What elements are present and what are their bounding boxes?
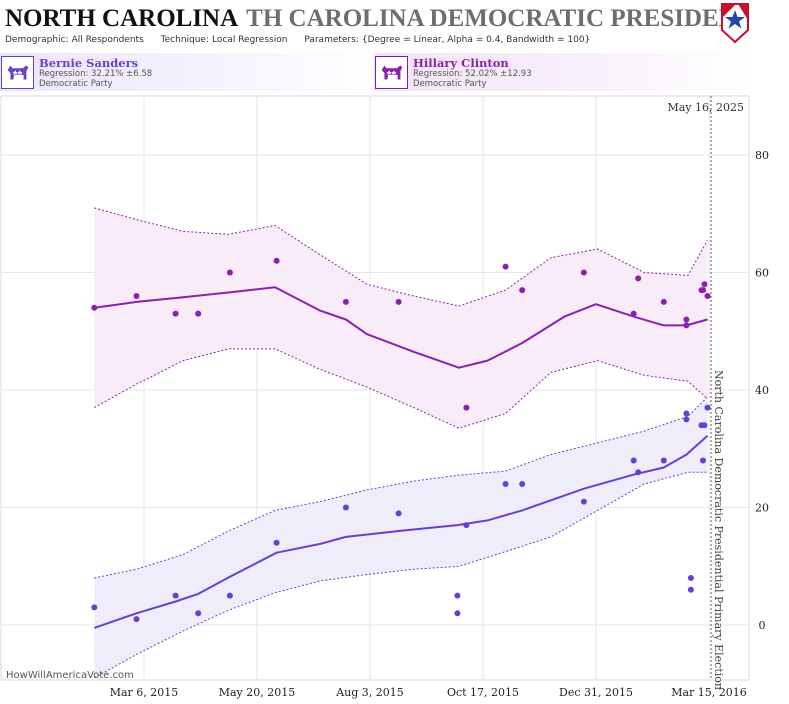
sanders-poll-point bbox=[704, 404, 711, 411]
sanders-poll-point bbox=[502, 481, 509, 487]
sanders-poll-point bbox=[630, 457, 637, 464]
sanders-poll-point bbox=[519, 481, 526, 487]
sanders-poll-point bbox=[660, 457, 667, 464]
clinton-poll-point bbox=[701, 281, 708, 288]
clinton-poll-point bbox=[630, 310, 637, 317]
demographic-label: Demographic: bbox=[5, 35, 69, 45]
sanders-confidence-band bbox=[94, 397, 708, 678]
x-tick-label: Mar 15, 2016 bbox=[671, 686, 747, 699]
sanders-poll-point bbox=[683, 416, 690, 423]
x-axis-ticks: Mar 6, 2015 May 20, 2015 Aug 3, 2015 Oct 17… bbox=[110, 686, 747, 699]
sanders-poll-point bbox=[342, 504, 349, 511]
sanders-poll-point bbox=[273, 539, 280, 546]
candidate-party: Democratic Party bbox=[413, 79, 487, 89]
candidate-card-sanders[interactable]: Bernie Sanders Regression: 32.21% ±6.58 … bbox=[0, 53, 384, 91]
candidate-regression: Regression: 32.21% ±6.58 bbox=[39, 69, 153, 79]
technique-value: Local Regression bbox=[212, 35, 288, 45]
sanders-poll-point bbox=[454, 610, 461, 617]
sanders-poll-point bbox=[701, 422, 708, 429]
clinton-band-lower bbox=[94, 348, 708, 429]
x-tick-label: Oct 17, 2015 bbox=[447, 686, 519, 699]
clinton-confidence-band bbox=[94, 207, 708, 429]
clinton-poll-point bbox=[273, 257, 280, 264]
sanders-poll-point bbox=[635, 469, 642, 476]
clinton-poll-point bbox=[463, 404, 470, 411]
y-tick-label: 0 bbox=[759, 619, 766, 632]
sanders-poll-point bbox=[687, 586, 694, 593]
sanders-band-lower bbox=[94, 471, 708, 679]
demographic-group: Demographic: All Respondents bbox=[5, 35, 144, 45]
x-tick-label: Mar 6, 2015 bbox=[110, 686, 179, 699]
clinton-regression-line bbox=[94, 286, 708, 369]
candidate-regression: Regression: 52.02% ±12.93 bbox=[413, 69, 532, 79]
sanders-poll-point bbox=[687, 575, 694, 581]
clinton-poll-point bbox=[704, 293, 711, 299]
site-watermark: HowWillAmericaVote.com bbox=[6, 670, 134, 681]
parameters-group: Parameters: {Degree = Linear, Alpha = 0.4… bbox=[304, 35, 590, 45]
clinton-poll-point bbox=[133, 293, 140, 299]
technique-group: Technique: Local Regression bbox=[161, 35, 288, 45]
sanders-poll-point bbox=[683, 410, 690, 417]
sanders-poll-point bbox=[226, 592, 233, 599]
clinton-poll-point bbox=[660, 298, 667, 305]
technique-label: Technique: bbox=[160, 35, 210, 45]
clinton-poll-point bbox=[172, 310, 179, 317]
sanders-poll-point bbox=[172, 592, 179, 599]
x-tick-label: Aug 3, 2015 bbox=[335, 686, 404, 699]
sanders-band-upper bbox=[94, 396, 708, 579]
clinton-poll-point bbox=[683, 322, 690, 329]
sanders-poll-point bbox=[454, 592, 461, 599]
plot-frame bbox=[0, 95, 750, 681]
y-tick-label: 20 bbox=[755, 502, 769, 515]
candidate-party: Democratic Party bbox=[39, 79, 113, 89]
poll-points bbox=[91, 257, 711, 623]
parameters-line: Demographic: All Respondents Technique: Lo… bbox=[5, 35, 604, 45]
clinton-poll-point bbox=[342, 298, 349, 305]
clinton-poll-point bbox=[580, 269, 587, 276]
sanders-poll-point bbox=[700, 457, 706, 464]
clinton-poll-point bbox=[519, 287, 526, 294]
candidate-name: Bernie Sanders bbox=[39, 56, 139, 70]
x-tick-label: May 20, 2015 bbox=[219, 686, 296, 699]
democratic-donkey-icon bbox=[375, 56, 408, 89]
sanders-poll-point bbox=[195, 610, 202, 617]
y-tick-label: 80 bbox=[755, 149, 769, 162]
clinton-poll-point bbox=[635, 275, 642, 282]
clinton-poll-point bbox=[502, 263, 509, 270]
clinton-poll-point bbox=[91, 304, 98, 311]
state-name: NORTH CAROLINA bbox=[5, 5, 239, 32]
clinton-poll-point bbox=[683, 316, 690, 323]
sanders-poll-point bbox=[395, 510, 402, 517]
chart-header: NORTH CAROLINA TH CAROLINA DEMOCRATIC PRE… bbox=[0, 0, 789, 52]
y-axis-ticks: 0 20 40 60 80 bbox=[755, 149, 769, 632]
parameters-label: Parameters: bbox=[304, 35, 359, 45]
event-marker: North Carolina Democratic Presidential P… bbox=[710, 96, 725, 690]
y-tick-label: 60 bbox=[755, 267, 769, 280]
demographic-value: All Respondents bbox=[71, 35, 144, 45]
clinton-poll-point bbox=[700, 287, 706, 294]
candidate-name: Hillary Clinton bbox=[413, 56, 509, 70]
chart-title: NORTH CAROLINA TH CAROLINA DEMOCRATIC PRE… bbox=[5, 4, 745, 34]
x-tick-label: Dec 31, 2015 bbox=[559, 686, 633, 699]
democratic-donkey-icon bbox=[1, 56, 34, 89]
sanders-poll-point bbox=[580, 498, 587, 505]
clinton-poll-point bbox=[395, 298, 402, 305]
sanders-poll-point bbox=[133, 616, 140, 623]
american-flag-star-logo-icon bbox=[721, 3, 749, 44]
regression-lines bbox=[93, 286, 709, 629]
current-date-label: May 16, 2025 bbox=[667, 101, 744, 114]
sanders-poll-point bbox=[463, 522, 470, 529]
confidence-bands bbox=[94, 207, 708, 679]
candidate-card-clinton[interactable]: Hillary Clinton Regression: 52.02% ±12.9… bbox=[374, 53, 754, 91]
candidate-legend: Bernie Sanders Regression: 32.21% ±6.58 … bbox=[0, 53, 789, 93]
clinton-poll-point bbox=[195, 310, 202, 317]
y-tick-label: 40 bbox=[755, 384, 769, 397]
sanders-regression-line bbox=[93, 435, 709, 629]
scrolling-title: TH CAROLINA DEMOCRATIC PRESIDENTIAL P bbox=[246, 5, 745, 32]
primary-election-label: North Carolina Democratic Presidential P… bbox=[712, 370, 725, 690]
clinton-poll-point bbox=[226, 269, 233, 276]
sanders-poll-point bbox=[91, 604, 98, 611]
parameters-value: {Degree = Linear, Alpha = 0.4, Bandwidth… bbox=[361, 35, 591, 45]
